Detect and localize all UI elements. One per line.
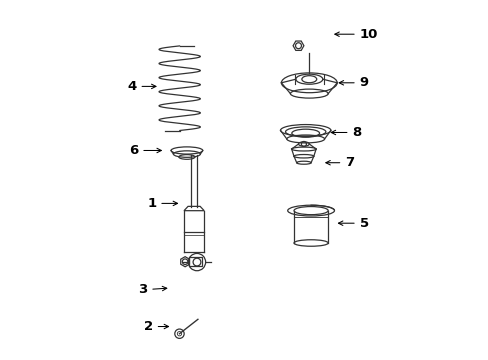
- Text: 7: 7: [325, 156, 354, 169]
- Text: 4: 4: [127, 80, 156, 93]
- Text: 5: 5: [338, 217, 368, 230]
- Text: 10: 10: [334, 28, 377, 41]
- Text: 8: 8: [330, 126, 361, 139]
- Text: 1: 1: [147, 197, 177, 210]
- Text: 3: 3: [138, 283, 166, 296]
- Text: 9: 9: [339, 76, 368, 89]
- Text: 2: 2: [143, 320, 168, 333]
- Text: 6: 6: [129, 144, 161, 157]
